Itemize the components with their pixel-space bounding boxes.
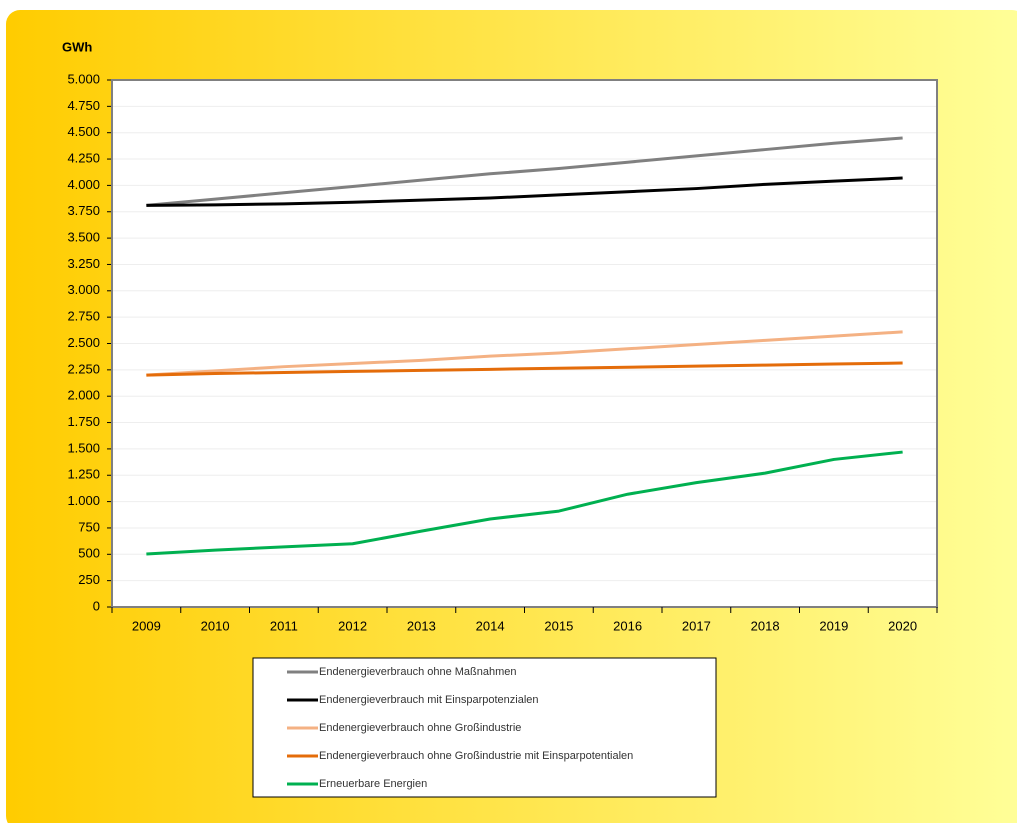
y-tick-label: 3.000 bbox=[67, 282, 100, 297]
y-tick-label: 4.000 bbox=[67, 177, 100, 192]
y-tick-label: 1.500 bbox=[67, 440, 100, 455]
series-line bbox=[146, 136, 903, 207]
series-line bbox=[146, 361, 903, 377]
y-tick-label: 2.000 bbox=[67, 388, 100, 403]
x-tick-label: 2009 bbox=[132, 618, 161, 633]
y-tick-label: 1.750 bbox=[67, 414, 100, 429]
legend-label: Endenergieverbrauch ohne Großindustrie m… bbox=[319, 750, 633, 762]
y-tick-label: 4.250 bbox=[67, 150, 100, 165]
legend-label: Erneuerbare Energien bbox=[319, 778, 427, 790]
y-tick-label: 5.000 bbox=[67, 71, 100, 86]
y-axis-title: GWh bbox=[62, 39, 92, 54]
x-tick-label: 2011 bbox=[270, 618, 298, 633]
series-line bbox=[146, 330, 903, 377]
legend-label: Endenergieverbrauch ohne Maßnahmen bbox=[319, 666, 517, 678]
y-tick-label: 4.500 bbox=[67, 124, 100, 139]
y-tick-label: 2.750 bbox=[67, 309, 100, 324]
x-tick-label: 2013 bbox=[407, 618, 436, 633]
y-tick-label: 500 bbox=[78, 546, 100, 561]
legend-label: Endenergieverbrauch ohne Großindustrie bbox=[319, 722, 521, 734]
x-tick-label: 2016 bbox=[613, 618, 642, 633]
y-tick-label: 3.750 bbox=[67, 203, 100, 218]
x-tick-label: 2018 bbox=[751, 618, 780, 633]
x-tick-label: 2015 bbox=[544, 618, 573, 633]
x-tick-label: 2020 bbox=[888, 618, 917, 633]
y-tick-label: 3.250 bbox=[67, 256, 100, 271]
x-tick-label: 2012 bbox=[338, 618, 367, 633]
legend-label: Endenergieverbrauch mit Einsparpotenzial… bbox=[319, 694, 539, 706]
y-tick-label: 1.000 bbox=[67, 493, 100, 508]
x-tick-label: 2010 bbox=[201, 618, 230, 633]
x-tick-label: 2017 bbox=[682, 618, 711, 633]
y-tick-label: 1.250 bbox=[67, 467, 100, 482]
legend bbox=[252, 657, 717, 798]
y-tick-label: 250 bbox=[78, 572, 100, 587]
y-tick-label: 2.500 bbox=[67, 335, 100, 350]
series-line bbox=[146, 450, 903, 556]
x-tick-label: 2019 bbox=[819, 618, 848, 633]
y-tick-label: 2.250 bbox=[67, 361, 100, 376]
y-tick-label: 0 bbox=[93, 598, 100, 613]
y-tick-label: 4.750 bbox=[67, 98, 100, 113]
y-tick-label: 3.500 bbox=[67, 230, 100, 245]
x-tick-label: 2014 bbox=[476, 618, 505, 633]
y-tick-label: 750 bbox=[78, 519, 100, 534]
series-line bbox=[146, 176, 903, 207]
